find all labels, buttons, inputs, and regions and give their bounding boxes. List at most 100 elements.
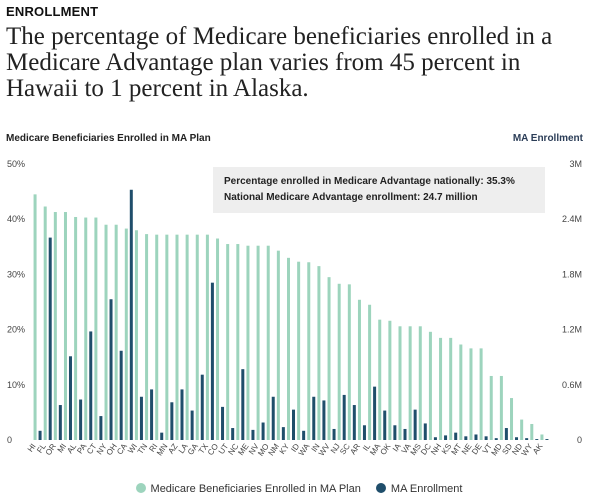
bar-percent-id (297, 261, 301, 440)
left-tick-label: 10% (7, 380, 25, 390)
bar-percent-nd (520, 419, 524, 440)
bar-enrollment-ak (545, 439, 549, 440)
bar-enrollment-ri (160, 432, 164, 440)
bar-enrollment-fl (48, 237, 52, 440)
bar-percent-ar (357, 299, 361, 440)
bar-percent-mi (63, 212, 67, 440)
bar-enrollment-hi (38, 430, 42, 440)
bar-enrollment-va (413, 409, 417, 440)
legend-item-enrollment: MA Enrollment (375, 483, 463, 495)
bar-enrollment-ga (200, 374, 204, 440)
bar-enrollment-md (504, 428, 508, 440)
bar-percent-ct (94, 217, 98, 440)
left-tick-label: 0 (7, 435, 12, 445)
bar-percent-sc (347, 284, 351, 440)
bar-enrollment-az (180, 389, 184, 440)
bar-percent-mo (266, 245, 270, 440)
bar-percent-vt (489, 375, 493, 440)
bar-enrollment-nm (281, 427, 285, 440)
x-tick-label-ia: IA (391, 441, 403, 453)
legend-label-percent: Medicare Beneficiaries Enrolled in MA Pl… (150, 483, 361, 495)
bar-percent-co (216, 238, 220, 440)
bar-percent-ne (469, 348, 473, 440)
bar-percent-pa (84, 217, 88, 440)
x-tick-label-in: IN (310, 442, 322, 454)
x-tick-label-il: IL (361, 442, 373, 453)
bar-percent-ks (449, 337, 453, 440)
right-tick-label: 3M (569, 159, 582, 169)
bar-percent-ny (104, 224, 108, 440)
bar-enrollment-oh (119, 350, 123, 440)
bar-enrollment-vt (494, 438, 498, 440)
bar-percent-al (74, 216, 78, 440)
bar-percent-nj (337, 283, 341, 440)
bar-percent-tn (145, 234, 149, 440)
right-tick-label: 2.4M (562, 214, 582, 224)
bar-enrollment-ne (474, 434, 478, 440)
section-eyebrow: ENROLLMENT (6, 4, 99, 19)
bar-enrollment-nv (261, 422, 265, 440)
legend-swatch-enrollment (375, 483, 386, 493)
bar-percent-ri (155, 234, 159, 440)
note-line-percent: Percentage enrolled in Medicare Advantag… (224, 176, 515, 187)
bar-percent-nm (276, 250, 280, 440)
bar-enrollment-tx (210, 282, 214, 440)
left-tick-label: 20% (7, 325, 25, 335)
bar-enrollment-in (322, 400, 326, 440)
bar-enrollment-tn (150, 389, 154, 440)
bar-enrollment-wv (332, 428, 336, 440)
x-axis-labels: HIFLORMIALPACTNYOHCAWITNRIMNAZLAGATXCOUT… (26, 441, 545, 457)
bar-percent-ut (226, 244, 230, 440)
right-tick-label: 1.2M (562, 325, 582, 335)
bar-percent-ga (195, 234, 199, 440)
note-line-enrollment: National Medicare Advantage enrollment: … (224, 192, 478, 203)
bar-enrollment-wi (139, 396, 143, 440)
left-tick-label: 40% (7, 214, 25, 224)
x-tick-label-ak: AK (531, 441, 545, 455)
bar-enrollment-id (302, 430, 306, 440)
bar-percent-hi (33, 194, 37, 440)
bar-percent-la (185, 234, 189, 440)
bar-percent-oh (114, 224, 118, 440)
bar-enrollment-ms (423, 423, 427, 440)
bar-enrollment-dc (433, 437, 437, 440)
left-tick-label: 30% (7, 269, 25, 279)
bar-enrollment-nh (444, 435, 448, 440)
bar-enrollment-pa (89, 331, 93, 440)
legend-label-enrollment: MA Enrollment (390, 483, 463, 495)
bar-percent-mn (165, 234, 169, 440)
x-tick-label-id: ID (289, 442, 301, 454)
right-tick-label: 1.8M (562, 269, 582, 279)
bar-percent-in (317, 266, 321, 440)
bar-percent-ak (540, 434, 544, 440)
bar-percent-md (499, 375, 503, 440)
bar-enrollment-ok (393, 425, 397, 440)
bars-group (33, 189, 549, 440)
x-tick-label-hi: HI (26, 442, 38, 454)
bar-percent-dc (428, 331, 432, 440)
left-axis-title: Medicare Beneficiaries Enrolled in MA Pl… (6, 133, 211, 144)
bar-enrollment-al (79, 399, 83, 440)
bar-enrollment-nj (342, 394, 346, 440)
bar-enrollment-sc (352, 405, 356, 440)
bar-enrollment-mt (464, 436, 468, 440)
bar-percent-nv (256, 245, 260, 440)
bar-percent-sd (510, 398, 514, 440)
page-title: The percentage of Medicare beneficiaries… (6, 23, 553, 102)
bar-enrollment-sd (515, 437, 519, 440)
bar-enrollment-wa (312, 396, 316, 440)
x-tick-label-ri: RI (147, 442, 159, 454)
bar-enrollment-or (58, 405, 62, 440)
bar-percent-az (175, 234, 179, 440)
bar-enrollment-il (373, 386, 377, 440)
right-axis-title: MA Enrollment (512, 133, 583, 144)
bar-percent-fl (43, 206, 47, 440)
left-axis-ticks: 0 10% 20% 30% 40% 50% (7, 159, 25, 445)
bar-enrollment-co (221, 406, 225, 440)
enrollment-chart: 0 10% 20% 30% 40% 50% 0 0.6M 1.2M 1.8M 2.4M 3M HIF… (7, 159, 582, 458)
bar-percent-ok (388, 320, 392, 440)
right-tick-label: 0.6M (562, 380, 582, 390)
bar-percent-ms (418, 326, 422, 440)
bar-enrollment-la (190, 410, 194, 440)
bar-enrollment-nc (241, 369, 245, 440)
